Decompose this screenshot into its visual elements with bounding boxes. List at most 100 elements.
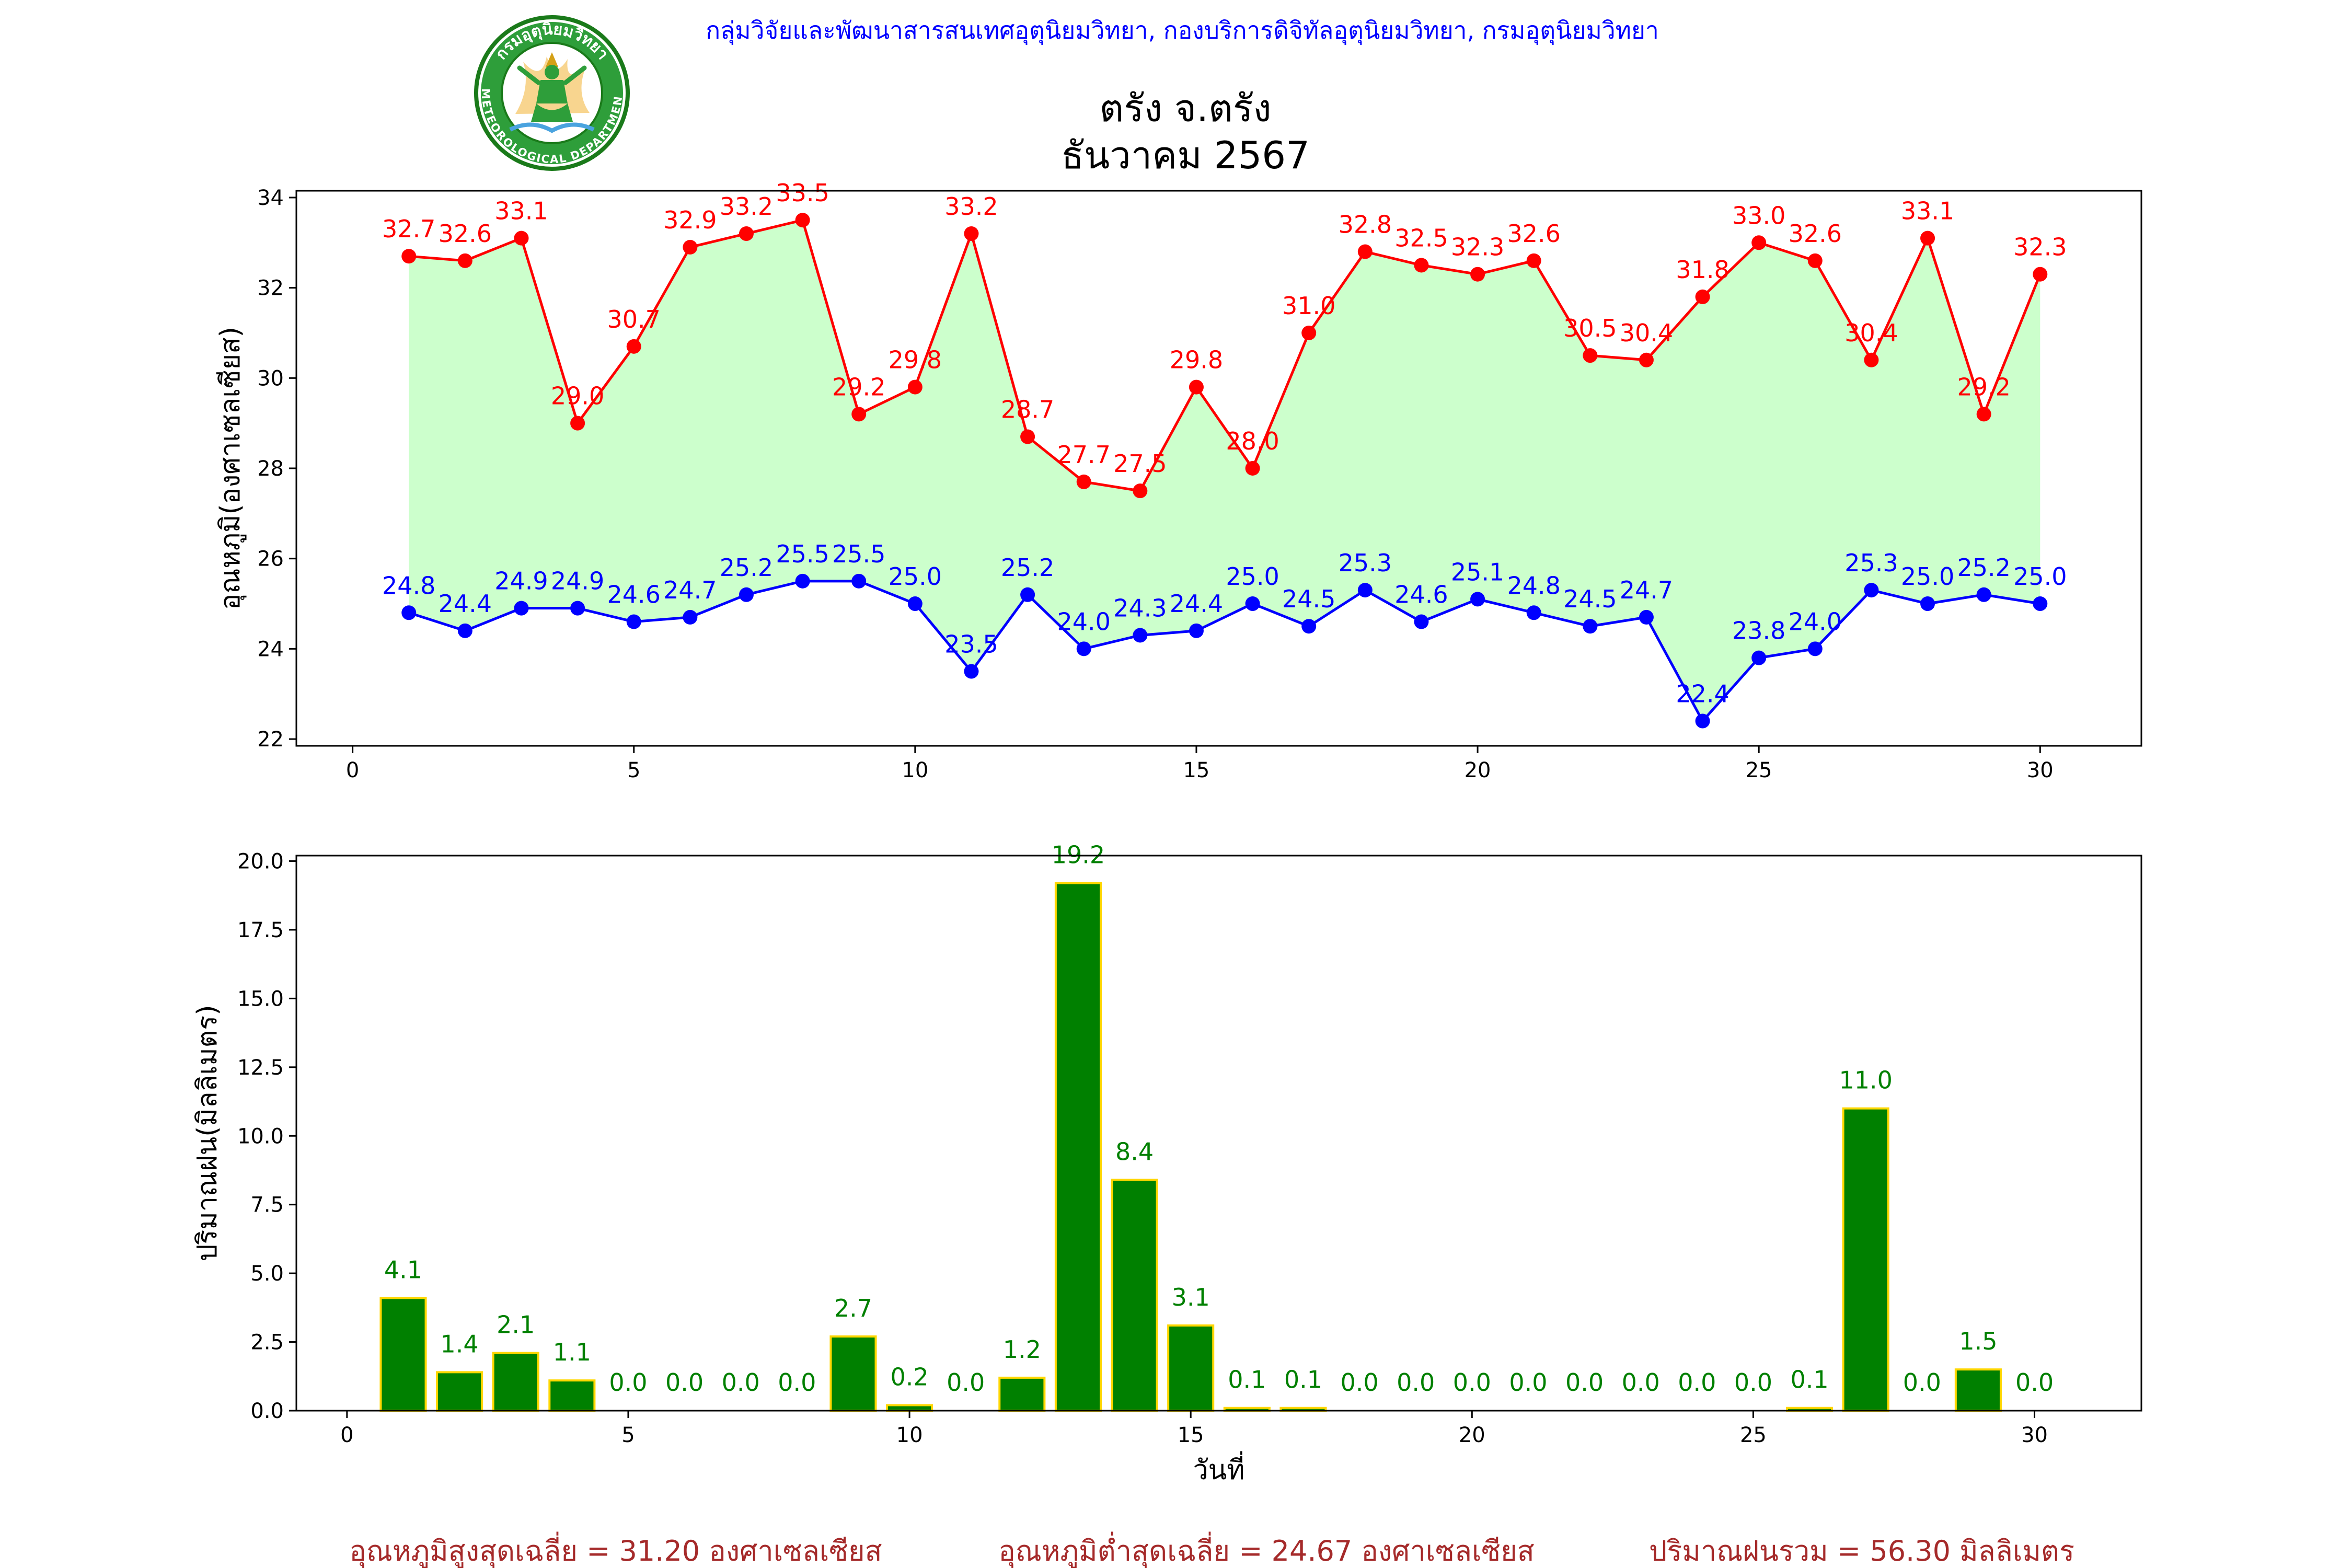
max-temperature-point xyxy=(1245,461,1260,476)
min-temperature-label: 24.3 xyxy=(1113,594,1167,622)
rainfall-bar-label: 0.0 xyxy=(1903,1368,1941,1397)
temperature-x-tick-label: 30 xyxy=(2027,758,2054,782)
rainfall-x-tick-label: 25 xyxy=(1740,1423,1767,1447)
min-temperature-point xyxy=(1020,587,1035,602)
rainfall-y-tick-label: 10.0 xyxy=(237,1124,284,1148)
max-temperature-point xyxy=(2033,267,2048,282)
min-temperature-point xyxy=(1526,605,1541,620)
max-temperature-line xyxy=(409,218,2042,492)
temperature-range-band xyxy=(409,220,2040,721)
max-temperature-point xyxy=(1639,352,1654,367)
max-temperature-point xyxy=(1526,253,1541,268)
min-temperature-point xyxy=(1301,619,1317,634)
min-temperature-label: 25.5 xyxy=(832,540,885,568)
rainfall-bar xyxy=(886,1404,933,1412)
min-temperature-point xyxy=(626,614,641,629)
rainfall-bar xyxy=(1054,882,1102,1412)
max-temperature-point xyxy=(1864,352,1879,367)
rainfall-y-tick-label: 2.5 xyxy=(250,1331,284,1355)
rainfall-bar-label: 0.0 xyxy=(1340,1368,1378,1397)
rainfall-bar xyxy=(829,1335,877,1412)
max-temperature-point xyxy=(907,379,923,395)
rainfall-bar-label: 1.5 xyxy=(1959,1327,1997,1355)
max-temperature-label: 29.2 xyxy=(832,373,885,401)
rainfall-bar xyxy=(436,1371,483,1412)
min-temperature-label: 24.7 xyxy=(1620,576,1673,604)
rainfall-y-tick-label: 17.5 xyxy=(237,918,284,942)
rainfall-x-tick-label: 20 xyxy=(1459,1423,1485,1447)
min-temperature-label: 25.5 xyxy=(776,540,829,568)
max-temperature-point xyxy=(795,213,810,228)
min-temperature-point xyxy=(964,664,979,679)
max-temperature-point xyxy=(1695,289,1710,304)
rainfall-bar-label: 0.0 xyxy=(609,1368,647,1397)
max-temperature-label: 27.7 xyxy=(1057,441,1110,469)
max-temperature-label: 29.0 xyxy=(551,382,604,410)
max-temperature-label: 32.6 xyxy=(1507,220,1560,248)
max-temperature-point xyxy=(1301,325,1317,340)
temperature-y-tick-label: 32 xyxy=(257,276,284,301)
rainfall-bar xyxy=(1842,1107,1889,1412)
rainfall-plot-frame xyxy=(295,855,2142,1412)
meteorological-department-logo: กรมอุตุนิยมวิทยา METEOROLOGICAL DEPARTME… xyxy=(474,15,630,171)
temperature-y-tick-label: 26 xyxy=(257,547,284,571)
rainfall-chart: 4.11.42.11.10.0 0.0 0.0 0.02.70.2 0.01.219.2… xyxy=(192,841,2142,1486)
min-temperature-label: 24.7 xyxy=(663,576,717,604)
max-temperature-label: 28.7 xyxy=(1001,396,1054,424)
temperature-y-tick-label: 22 xyxy=(257,728,284,752)
rainfall-bar-label: 0.0 xyxy=(1453,1368,1491,1397)
min-temperature-point xyxy=(570,601,585,616)
max-temperature-label: 32.7 xyxy=(382,215,435,243)
temperature-x-tick-label: 0 xyxy=(346,758,359,782)
min-temperature-point xyxy=(1357,583,1373,598)
rainfall-x-tick-label: 0 xyxy=(340,1423,353,1447)
max-temperature-point xyxy=(683,239,698,255)
min-temperature-label: 24.9 xyxy=(494,567,548,595)
rainfall-bar-label: 0.0 xyxy=(1678,1368,1716,1397)
max-temperature-label: 30.4 xyxy=(1620,319,1673,347)
min-temperature-label: 23.8 xyxy=(1732,617,1785,645)
max-temperature-point xyxy=(514,230,529,246)
min-temperature-label: 24.5 xyxy=(1282,585,1335,613)
temperature-y-tick-label: 28 xyxy=(257,457,284,481)
max-temperature-point xyxy=(401,249,417,264)
rainfall-y-tick-label: 5.0 xyxy=(250,1262,284,1286)
rainfall-bar xyxy=(1954,1368,2002,1412)
rainfall-bar xyxy=(548,1379,596,1412)
rainfall-y-tick-label: 0.0 xyxy=(250,1399,284,1423)
rainfall-bar-label: 0.0 xyxy=(2015,1368,2054,1397)
rainfall-bar-label: 2.1 xyxy=(497,1311,535,1339)
min-temperature-point xyxy=(739,587,754,602)
min-temperature-label: 25.1 xyxy=(1451,558,1504,586)
temperature-x-tick-label: 20 xyxy=(1465,758,1491,782)
max-temperature-label: 28.0 xyxy=(1226,427,1279,455)
min-temperature-point xyxy=(1189,623,1204,638)
min-temperature-label: 25.0 xyxy=(889,562,942,591)
rainfall-x-axis-label: วันที่ xyxy=(1193,1451,1244,1486)
rainfall-x-tick-label: 15 xyxy=(1178,1423,1204,1447)
rainfall-bar xyxy=(1111,1179,1158,1412)
max-temperature-label: 32.3 xyxy=(2013,233,2067,261)
max-temperature-point xyxy=(964,226,979,241)
temperature-x-tick-label: 15 xyxy=(1183,758,1209,782)
min-temperature-label: 25.2 xyxy=(1001,554,1054,582)
max-temperature-label: 32.5 xyxy=(1394,224,1448,252)
min-temperature-label: 22.4 xyxy=(1676,680,1729,708)
min-temperature-point xyxy=(1976,587,1991,602)
station-title: ตรัง จ.ตรัง xyxy=(1099,86,1271,130)
rainfall-y-axis-label: ปริมาณฝน(มิลลิเมตร) xyxy=(192,1005,223,1261)
max-temperature-point xyxy=(626,339,641,354)
rainfall-y-tick-label: 20.0 xyxy=(237,850,284,874)
min-temperature-point xyxy=(851,573,867,589)
rainfall-bar-label: 4.1 xyxy=(384,1255,422,1284)
min-temperature-point xyxy=(457,623,472,638)
min-temperature-label: 24.4 xyxy=(1170,590,1223,618)
deity-emblem xyxy=(509,52,595,133)
max-temperature-label: 32.6 xyxy=(1789,220,1842,248)
max-temperature-label: 32.3 xyxy=(1451,233,1504,261)
min-temperature-point xyxy=(1076,641,1091,656)
rainfall-bar-label: 2.7 xyxy=(834,1294,872,1322)
rainfall-bar xyxy=(998,1376,1046,1412)
min-temperature-point xyxy=(1751,650,1767,665)
rainfall-bar-label: 1.2 xyxy=(1003,1335,1041,1364)
